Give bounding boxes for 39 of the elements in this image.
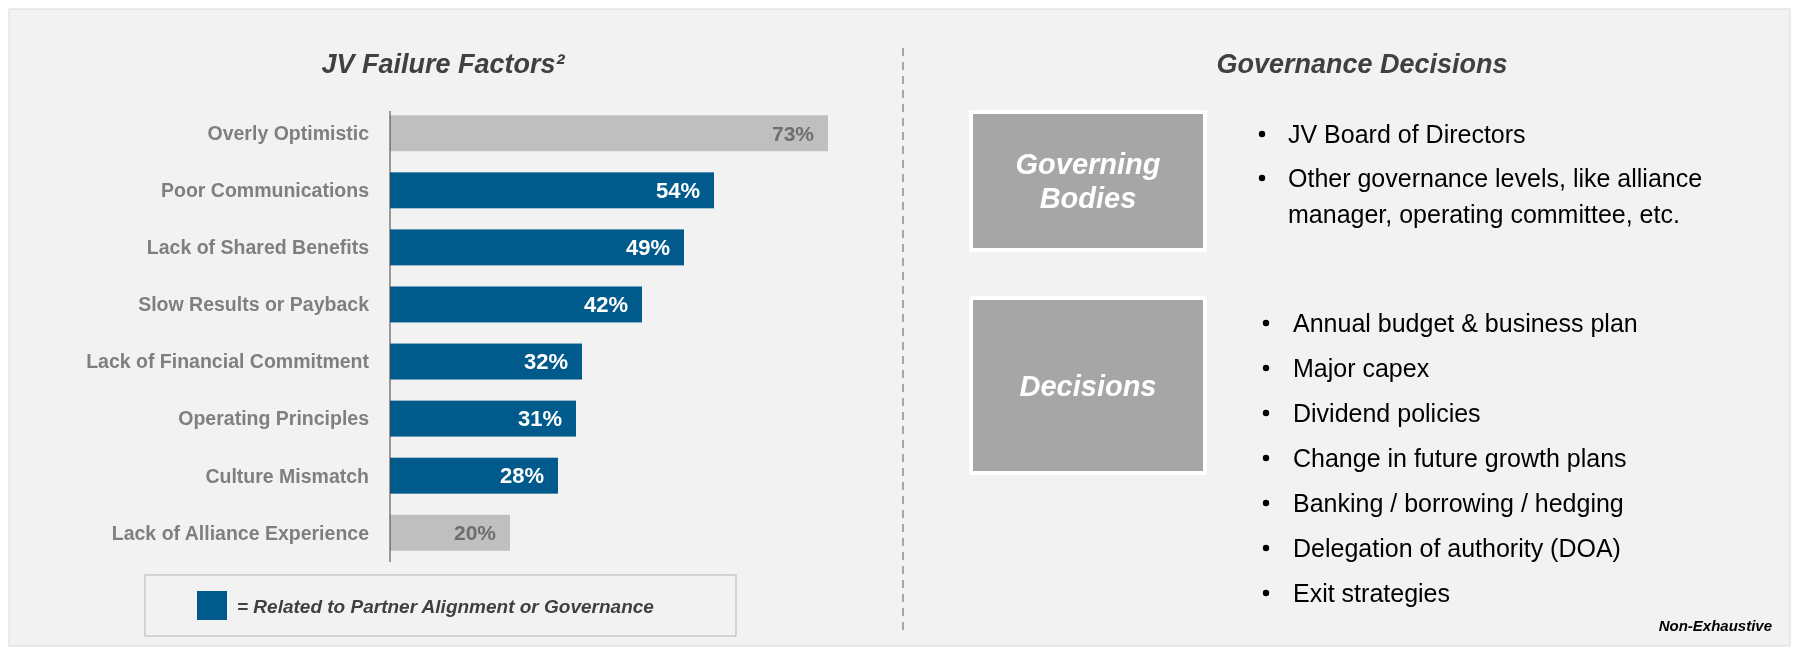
text: Dividend policies [1293,398,1481,427]
y-tick-label: Operating Principles [178,407,370,430]
bar [390,514,510,551]
legend-label: = Related to Partner Alignment or Governance [237,595,655,617]
data-label: 28% [499,463,544,489]
bar [390,172,714,209]
text: Delegation of authority (DOA) [1293,533,1621,562]
y-tick-label: Lack of Financial Commitment [86,350,370,373]
text: Exit strategies [1293,578,1451,607]
bar [390,343,582,380]
text: Major capex [1293,353,1430,382]
text: JV Board of Directors [1288,119,1526,148]
y-tick-label: Culture Mismatch [205,464,369,487]
text: Governance Decisions [1216,49,1508,79]
y-tick-label: Overly Optimistic [207,122,370,145]
category-label: Decisions [1019,369,1157,402]
y-tick-label: Slow Results or Payback [138,293,370,316]
data-label: 32% [523,349,568,375]
y-tick-label: Lack of Shared Benefits [146,236,370,259]
text: Non-Exhaustive [1658,617,1772,634]
data-label: 54% [655,178,700,204]
data-label: 20% [453,521,497,545]
text: Other governance levels, like alliance manager, operating committee, etc. [1288,163,1703,228]
y-tick-label: Poor Communications [160,179,370,202]
data-label: 73% [771,121,815,145]
text: Annual budget & business plan [1293,308,1638,337]
bar [390,115,828,152]
category-label: Governing Bodies [1015,148,1161,215]
y-tick-label: Lack of Alliance Experience [111,521,370,544]
bar [390,286,642,323]
chart-title: JV Failure Factors² [321,49,566,79]
data-label: 49% [625,235,670,261]
data-label: 31% [517,406,562,432]
bar [390,457,558,494]
data-label: 42% [583,292,628,318]
text: Change in future growth plans [1293,443,1627,472]
text: Banking / borrowing / hedging [1293,488,1624,517]
bar [390,400,576,437]
bar [390,229,684,266]
